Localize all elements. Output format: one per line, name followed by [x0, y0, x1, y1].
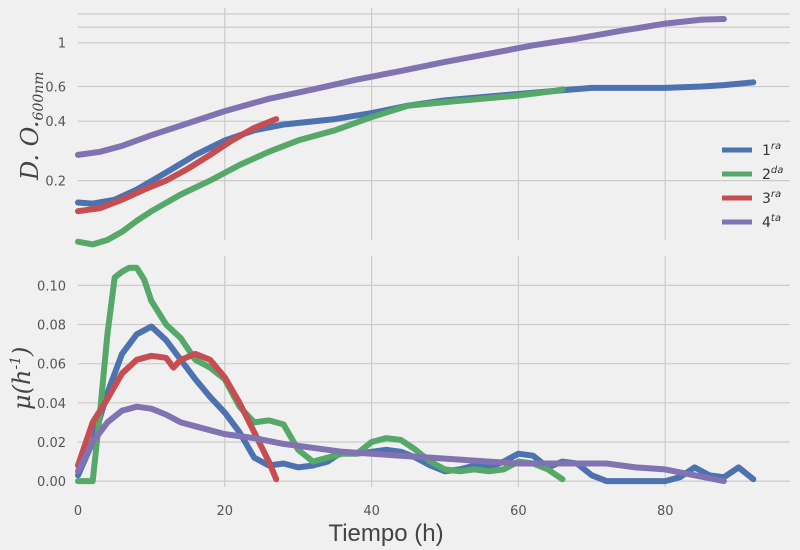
mu-y-axis-label: μ(h-1) [8, 347, 36, 410]
od-series-1-line [75, 79, 757, 207]
mu-series-3-line [75, 350, 280, 483]
mu-y-tick-3: 0.06 [37, 358, 66, 373]
optical-density-panel: 0.2 0.4 0.6 1 D. O.600nm 1ra 2da 3ra 4ta [16, 8, 790, 248]
x-tick-20: 20 [217, 504, 234, 519]
mu-grid [78, 256, 790, 487]
od-series-2-line [75, 86, 566, 248]
mu-y-tick-labels: 0.00 0.02 0.04 0.06 0.08 0.10 [37, 279, 66, 490]
od-series-3-line [75, 116, 280, 215]
growth-rate-panel: 0.00 0.02 0.04 0.06 0.08 0.10 0 20 40 60 80 μ(h-1… [8, 256, 790, 547]
x-tick-60: 60 [510, 504, 527, 519]
legend-label-2: 2da [762, 165, 783, 183]
x-tick-40: 40 [363, 504, 380, 519]
od-y-tick-1: 0.4 [45, 115, 66, 130]
legend-label-1: 1ra [762, 141, 781, 159]
mu-series-2-line [75, 264, 566, 485]
mu-y-tick-2: 0.04 [37, 397, 66, 412]
od-series-4-line [75, 16, 727, 158]
legend: 1ra 2da 3ra 4ta [722, 141, 783, 231]
mu-y-tick-1: 0.02 [37, 436, 66, 451]
legend-label-3: 3ra [762, 189, 781, 207]
x-tick-80: 80 [657, 504, 674, 519]
od-y-axis-label: D. O.600nm [16, 71, 47, 181]
od-y-tick-0: 0.2 [45, 175, 66, 190]
od-series [75, 16, 757, 248]
od-y-tick-2: 0.6 [45, 80, 66, 95]
mu-y-tick-0: 0.00 [37, 475, 66, 490]
mu-series [75, 264, 757, 485]
legend-label-4: 4ta [762, 213, 781, 231]
x-tick-labels: 0 20 40 60 80 [74, 504, 674, 519]
mu-y-tick-5: 0.10 [37, 279, 66, 294]
mu-y-tick-4: 0.08 [37, 319, 66, 334]
od-y-tick-3: 1 [58, 37, 66, 52]
x-axis-label: Tiempo (h) [328, 520, 443, 547]
od-y-tick-labels: 0.2 0.4 0.6 1 [45, 37, 66, 190]
x-tick-0: 0 [74, 504, 82, 519]
mu-series-4-line [75, 403, 727, 485]
